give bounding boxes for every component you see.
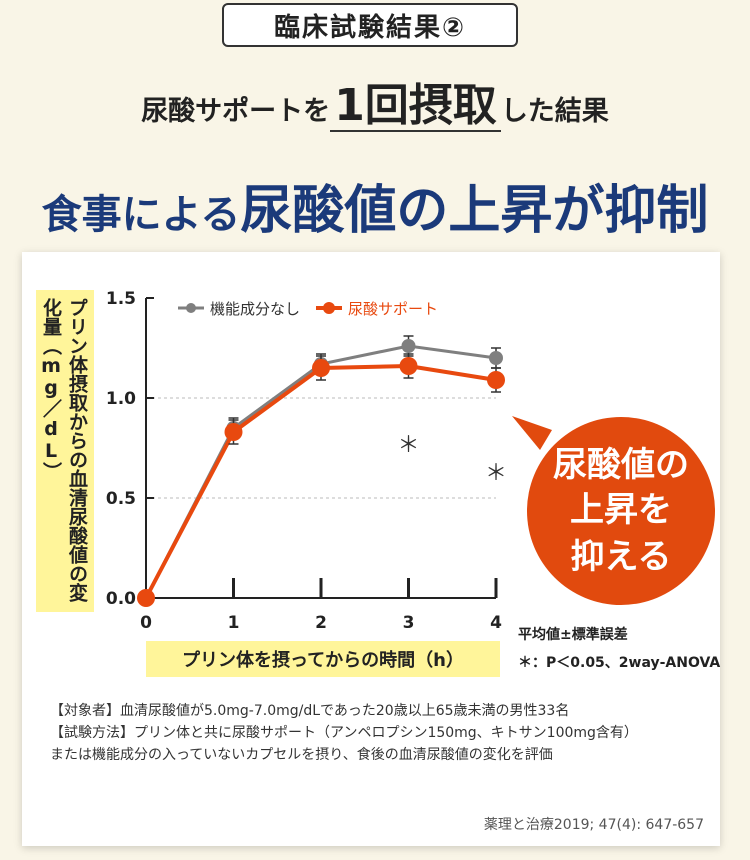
x-tick-label: 3: [403, 613, 415, 633]
study-notes: 【対象者】血清尿酸値が5.0mg-7.0mg/dLであった20歳以上65歳未満の…: [50, 700, 710, 766]
series-line-0: [144, 344, 497, 599]
legend-marker: [186, 303, 196, 313]
data-point: [137, 589, 155, 607]
data-point: [224, 423, 243, 441]
legend-label: 尿酸サポート: [348, 300, 438, 318]
y-tick-label: 0.0: [106, 589, 136, 609]
callout-text-line: 尿酸値の: [553, 445, 689, 485]
notes-method: 【試験方法】プリン体と共に尿酸サポート（アンペロプシン150mg、キトサン100…: [50, 725, 638, 741]
series-line-1: [144, 363, 497, 599]
subheading-post: した結果: [500, 96, 609, 127]
headline: 食事による尿酸値の上昇が抑制: [0, 168, 750, 243]
data-point: [489, 351, 503, 365]
y-tick-label: 1.5: [106, 289, 136, 309]
notes-subjects: 【対象者】血清尿酸値が5.0mg-7.0mg/dLであった20歳以上65歳未満の…: [50, 703, 570, 719]
legend-marker: [323, 302, 335, 314]
headline-pre: 食事による: [41, 192, 241, 238]
subheading-emphasis: 1回摂取: [330, 81, 501, 133]
data-point: [401, 339, 416, 353]
data-point: [312, 359, 330, 377]
y-tick-label: 1.0: [106, 389, 136, 409]
subheading-pre: 尿酸サポートを: [141, 96, 331, 127]
significance-marker: ＊: [397, 433, 419, 458]
notes-method-cont: または機能成分の入っていないカプセルを摂り、食後の血清尿酸値の変化を評価: [50, 747, 553, 763]
x-axis-label: プリン体を摂ってからの時間（h）: [146, 641, 500, 677]
x-tick-label: 0: [140, 613, 152, 633]
subheading: 尿酸サポートを1回摂取 した結果: [0, 81, 750, 133]
x-tick-label: 2: [315, 613, 327, 633]
callout-text-line: 上昇を: [570, 490, 672, 530]
callout-bubble: [527, 417, 715, 605]
callout-text-line: 抑える: [571, 537, 672, 577]
y-axis-label: プリン体摂取からの血清尿酸値の変化量（mg／dL）: [36, 290, 94, 612]
x-tick-label: 1: [228, 613, 240, 633]
headline-emphasis: 尿酸値の上昇が抑制: [240, 181, 709, 241]
legend-label: 機能成分なし: [210, 300, 300, 318]
significance-marker: ＊: [485, 461, 507, 486]
mean-sem-note: 平均値±標準誤差: [518, 627, 628, 643]
data-point: [399, 357, 418, 375]
y-tick-label: 0.5: [106, 489, 136, 509]
citation: 薬理と治療2019; 47(4): 647-657: [483, 817, 704, 833]
significance-note: ＊：P＜0.05、2way-ANOVA: [518, 655, 721, 671]
callout-pointer: [512, 416, 552, 450]
result-badge: 臨床試験結果②: [222, 3, 518, 47]
data-point: [487, 371, 505, 389]
x-tick-label: 4: [490, 613, 502, 633]
